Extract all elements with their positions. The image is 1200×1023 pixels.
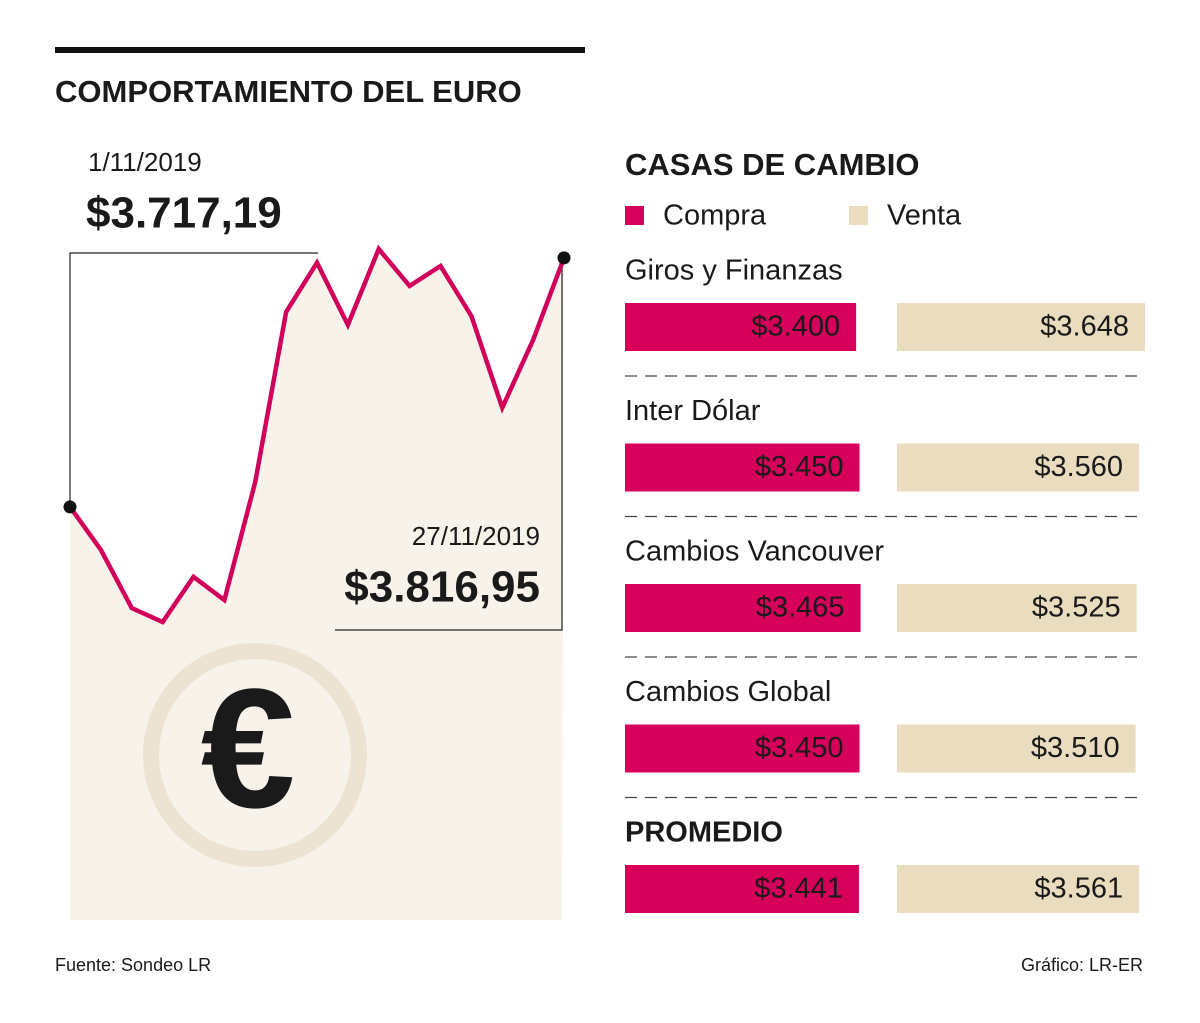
area-fill [70,249,564,920]
end-point [557,251,571,265]
end-date: 27/11/2019 [412,521,540,551]
title: COMPORTAMIENTO DEL EURO [55,74,522,109]
bar [897,584,1137,632]
euro-symbol: € [201,654,296,844]
category-label: PROMEDIO [625,817,783,849]
annotation-bracket [335,257,563,631]
bar [897,865,1140,913]
bar [625,584,861,632]
bar [897,724,1136,773]
source: Fuente: Sondeo LR [55,955,211,975]
bar [897,443,1140,492]
bar-value-label: $3.450 [755,451,844,483]
legend-swatch [849,206,868,225]
credit: Gráfico: LR-ER [1021,955,1143,975]
bar-value-label: $3.510 [1031,732,1120,764]
annotation-bracket [69,252,318,507]
legend-swatch [625,206,644,225]
category-label: Inter Dólar [625,395,761,427]
bar-value-label: $3.450 [755,732,844,764]
end-value: $3.816,95 [344,563,540,612]
start-value: $3.717,19 [86,189,282,238]
bar [625,303,857,351]
bar [897,303,1145,351]
bar-value-label: $3.400 [751,311,840,343]
category-label: Cambios Vancouver [625,536,884,568]
bar-value-label: $3.525 [1032,592,1121,624]
bar-value-label: $3.648 [1040,311,1129,343]
bar [625,443,860,492]
bar [625,865,859,913]
bar-value-label: $3.441 [754,873,843,905]
bar [625,724,860,773]
bar-chart-title: CASAS DE CAMBIO [625,147,920,182]
legend-label: Compra [663,200,767,232]
bar-value-label: $3.560 [1034,451,1123,483]
bar-value-label: $3.561 [1034,873,1123,905]
category-label: Giros y Finanzas [625,255,843,287]
euro-emblem [143,643,367,867]
legend-label: Venta [887,200,962,232]
end-point [63,500,77,514]
start-date: 1/11/2019 [88,147,202,177]
bar-value-label: $3.465 [756,592,845,624]
top-rule [55,47,585,53]
category-label: Cambios Global [625,676,831,708]
line [68,244,567,625]
